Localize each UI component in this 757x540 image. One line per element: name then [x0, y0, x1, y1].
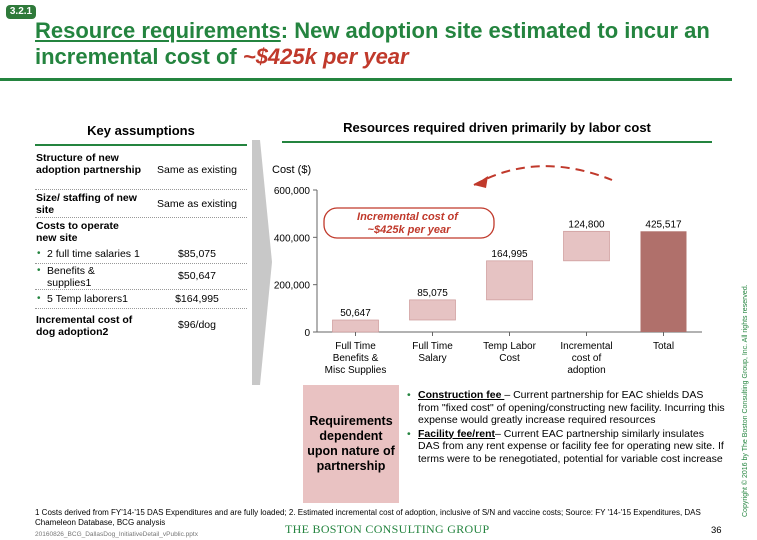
y-axis-label: Cost ($): [272, 164, 311, 176]
callout-line: ~$425k per year: [368, 224, 452, 236]
company-logo: THE BOSTON CONSULTING GROUP: [285, 522, 490, 536]
assumption-row: Incremental cost of dog adoption2 $96/do…: [35, 310, 247, 340]
assumption-label: Benefits & supplies1: [47, 265, 95, 289]
x-tick-label: Temp Labor Cost: [483, 341, 536, 364]
assumption-row: Costs to operate new site: [35, 218, 247, 244]
assumption-label: Size/ staffing of new site: [36, 192, 137, 216]
resources-rule: [282, 141, 712, 143]
assumption-label: 2 full time salaries 1: [47, 248, 140, 260]
bullet-icon: •: [407, 427, 411, 440]
data-label: 85,075: [417, 288, 448, 299]
key-assumptions-rule: [35, 144, 247, 146]
chart-bar: [332, 319, 379, 333]
resources-heading: Resources required driven primarily by l…: [343, 120, 651, 135]
callout-text: Incremental cost of ~$425k per year: [357, 211, 461, 236]
callout-box: [323, 207, 495, 239]
chart-bar: [409, 299, 456, 321]
assumption-row: Size/ staffing of new site Same as exist…: [35, 190, 247, 218]
chart-bar: [486, 260, 533, 301]
assumption-value: $50,647: [178, 270, 216, 282]
x-tick-label: Total: [653, 341, 674, 352]
assumption-value: $96/dog: [178, 319, 216, 331]
list-item: • Facility fee/rent– Current EAC partner…: [405, 428, 725, 466]
assumption-value: Same as existing: [157, 164, 237, 176]
assumption-value: $164,995: [175, 293, 219, 305]
chart-bar: [563, 230, 610, 262]
title-lead: Resource requirements: [35, 18, 281, 43]
bullet-label: Facility fee/rent: [418, 427, 496, 440]
page-number: 36: [711, 525, 722, 536]
page-title: Resource requirements: New adoption site…: [35, 18, 725, 70]
copyright-notice: Copyright © 2016 by The Boston Consultin…: [742, 284, 749, 517]
data-label: 50,647: [340, 308, 371, 319]
requirements-text: Requirements dependent upon nature of pa…: [307, 414, 395, 473]
list-item: • Construction fee – Current partnership…: [405, 389, 725, 427]
chart-bar: [640, 231, 687, 332]
chevron-arrow-icon: [252, 140, 272, 385]
title-rule: [0, 78, 732, 81]
arrowhead-icon: [474, 176, 488, 188]
footnote: 1 Costs derived from FY'14-'15 DAS Expen…: [35, 508, 701, 527]
assumption-label: Incremental cost of dog adoption2: [36, 314, 133, 338]
bullet-text: – Current EAC partnership similarly insu…: [418, 427, 724, 465]
assumption-row: Structure of new adoption partnership Sa…: [35, 150, 247, 190]
title-body: : New adoption site estimated to incur a…: [35, 18, 710, 69]
y-tick-label: 200,000: [274, 281, 311, 292]
y-tick-label: 400,000: [274, 233, 311, 244]
key-assumptions-heading: Key assumptions: [87, 123, 195, 138]
assumption-row: • 2 full time salaries 1 $85,075: [35, 245, 247, 264]
file-name: 20160826_BCG_DallasDog_InitiativeDetail_…: [35, 531, 198, 538]
bullet-icon: •: [37, 248, 41, 259]
x-tick-label: Full Time Benefits & Misc Supplies: [325, 341, 387, 376]
data-label: 124,800: [568, 219, 605, 230]
assumption-row: • Benefits & supplies1 $50,647: [35, 264, 247, 290]
bullet-icon: •: [37, 265, 41, 276]
bullet-icon: •: [407, 389, 411, 401]
callout-arc-icon: [473, 165, 613, 186]
section-badge: 3.2.1: [6, 5, 36, 19]
bullet-icon: •: [37, 293, 41, 304]
assumption-row: • 5 Temp laborers1 $164,995: [35, 290, 247, 309]
requirements-box: Requirements dependent upon nature of pa…: [303, 385, 399, 503]
bullet-label: Construction fee: [418, 389, 505, 401]
assumption-value: $85,075: [178, 248, 216, 260]
waterfall-chart: Cost ($) 0 200,000 400,000 600,000 50,647 Fu…: [272, 164, 702, 376]
y-tick-label: 600,000: [274, 186, 311, 197]
data-label: 164,995: [491, 249, 528, 260]
data-label: 425,517: [645, 219, 682, 230]
assumption-label: 5 Temp laborers1: [47, 293, 128, 305]
y-tick-label: 0: [304, 328, 310, 339]
assumption-value: Same as existing: [157, 198, 237, 210]
x-tick-label: Full Time Salary: [412, 341, 453, 364]
assumption-label: Structure of new adoption partnership: [36, 152, 141, 176]
requirements-list: • Construction fee – Current partnership…: [405, 389, 725, 466]
bullet-text: – Current partnership for EAC shields DA…: [418, 389, 725, 426]
callout-line: Incremental cost of: [357, 211, 459, 223]
title-accent: ~$425k per year: [242, 44, 409, 69]
assumption-label: Costs to operate new site: [36, 220, 119, 244]
x-tick-label: Incremental cost of adoption: [560, 341, 612, 376]
